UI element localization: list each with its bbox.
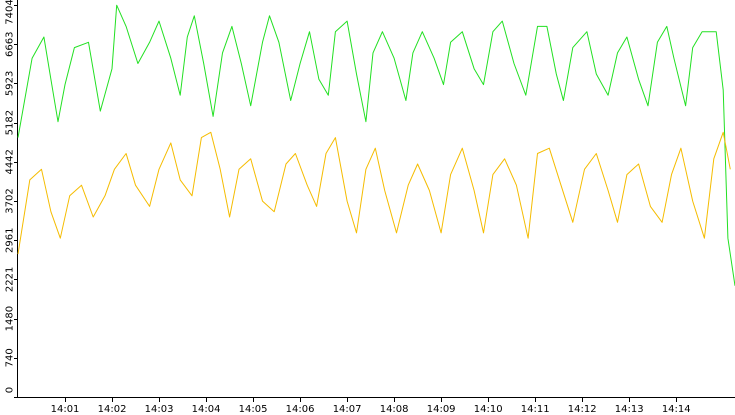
x-tick-label: 14:10 [474,404,503,415]
x-tick-label: 14:14 [662,404,691,415]
x-tick-label: 14:04 [192,404,221,415]
series-line-1 [17,4,735,286]
x-tick-label: 14:02 [98,404,127,415]
y-axis-ticks [14,5,18,398]
y-tick-label: 2221 [5,267,16,292]
series-line-2 [17,131,731,255]
y-tick-label: 740 [5,348,16,367]
x-tick-label: 14:08 [380,404,409,415]
x-tick-label: 14:11 [521,404,550,415]
y-tick-label: 5923 [5,71,16,96]
y-axis-tick-labels: 0 740 1480 2221 2961 3702 4442 5182 5923 6663 7404 [5,0,16,393]
x-tick-label: 14:12 [568,404,597,415]
series-group [17,4,735,286]
x-tick-label: 14:07 [333,404,362,415]
x-tick-label: 14:01 [51,404,80,415]
y-tick-label: 4442 [5,149,16,174]
y-tick-label: 3702 [5,188,16,213]
x-axis-ticks [65,397,677,402]
y-tick-label: 7404 [5,0,16,25]
y-tick-label: 0 [5,387,16,393]
x-axis-tick-labels: 14:01 14:02 14:03 14:04 14:05 14:06 14:07 14:08… [51,404,691,415]
x-tick-label: 14:03 [145,404,174,415]
x-tick-label: 14:06 [286,404,315,415]
y-tick-label: 5182 [5,110,16,135]
x-tick-label: 14:13 [615,404,644,415]
y-tick-label: 2961 [5,228,16,253]
x-tick-label: 14:09 [427,404,456,415]
y-tick-label: 6663 [5,32,16,57]
x-tick-label: 14:05 [239,404,268,415]
y-tick-label: 1480 [5,306,16,331]
